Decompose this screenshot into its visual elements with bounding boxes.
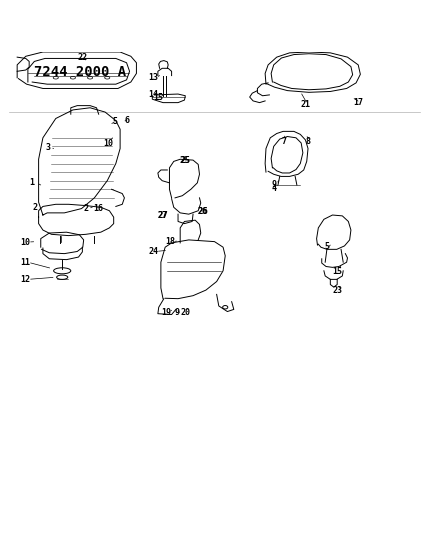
Text: 7244 2000 A: 7244 2000 A bbox=[34, 65, 127, 79]
Text: 9: 9 bbox=[175, 308, 180, 317]
Text: 15: 15 bbox=[332, 267, 343, 276]
Text: 26: 26 bbox=[198, 207, 208, 216]
Text: 7: 7 bbox=[281, 137, 287, 146]
Text: 5: 5 bbox=[324, 242, 329, 251]
Text: 18: 18 bbox=[165, 237, 175, 246]
Text: 2: 2 bbox=[33, 203, 38, 212]
Text: 5: 5 bbox=[112, 117, 117, 126]
Text: 20: 20 bbox=[180, 308, 190, 317]
Text: 22: 22 bbox=[78, 53, 88, 62]
Text: 11: 11 bbox=[21, 258, 31, 266]
Text: 25: 25 bbox=[181, 156, 191, 165]
Text: 21: 21 bbox=[300, 100, 311, 109]
Text: 24: 24 bbox=[148, 247, 159, 256]
Text: 6: 6 bbox=[125, 116, 130, 125]
Text: 3: 3 bbox=[45, 143, 51, 152]
Text: 15: 15 bbox=[153, 93, 163, 102]
Text: 13: 13 bbox=[148, 73, 159, 82]
Text: 12: 12 bbox=[21, 275, 31, 284]
Text: 27: 27 bbox=[157, 212, 167, 220]
Text: 10: 10 bbox=[103, 139, 113, 148]
Text: 1: 1 bbox=[29, 179, 34, 187]
Text: 25: 25 bbox=[179, 156, 190, 165]
Text: 27: 27 bbox=[157, 212, 169, 220]
Text: 23: 23 bbox=[332, 286, 343, 295]
Text: 16: 16 bbox=[93, 204, 103, 213]
Text: 9: 9 bbox=[271, 180, 276, 189]
Text: 26: 26 bbox=[197, 207, 208, 216]
Text: 8: 8 bbox=[305, 137, 311, 146]
Text: 4: 4 bbox=[272, 184, 277, 193]
Text: 19: 19 bbox=[161, 308, 172, 317]
Text: 10: 10 bbox=[21, 238, 31, 247]
Text: 14: 14 bbox=[148, 91, 159, 99]
Text: 17: 17 bbox=[353, 98, 363, 107]
Text: 2: 2 bbox=[83, 204, 88, 213]
